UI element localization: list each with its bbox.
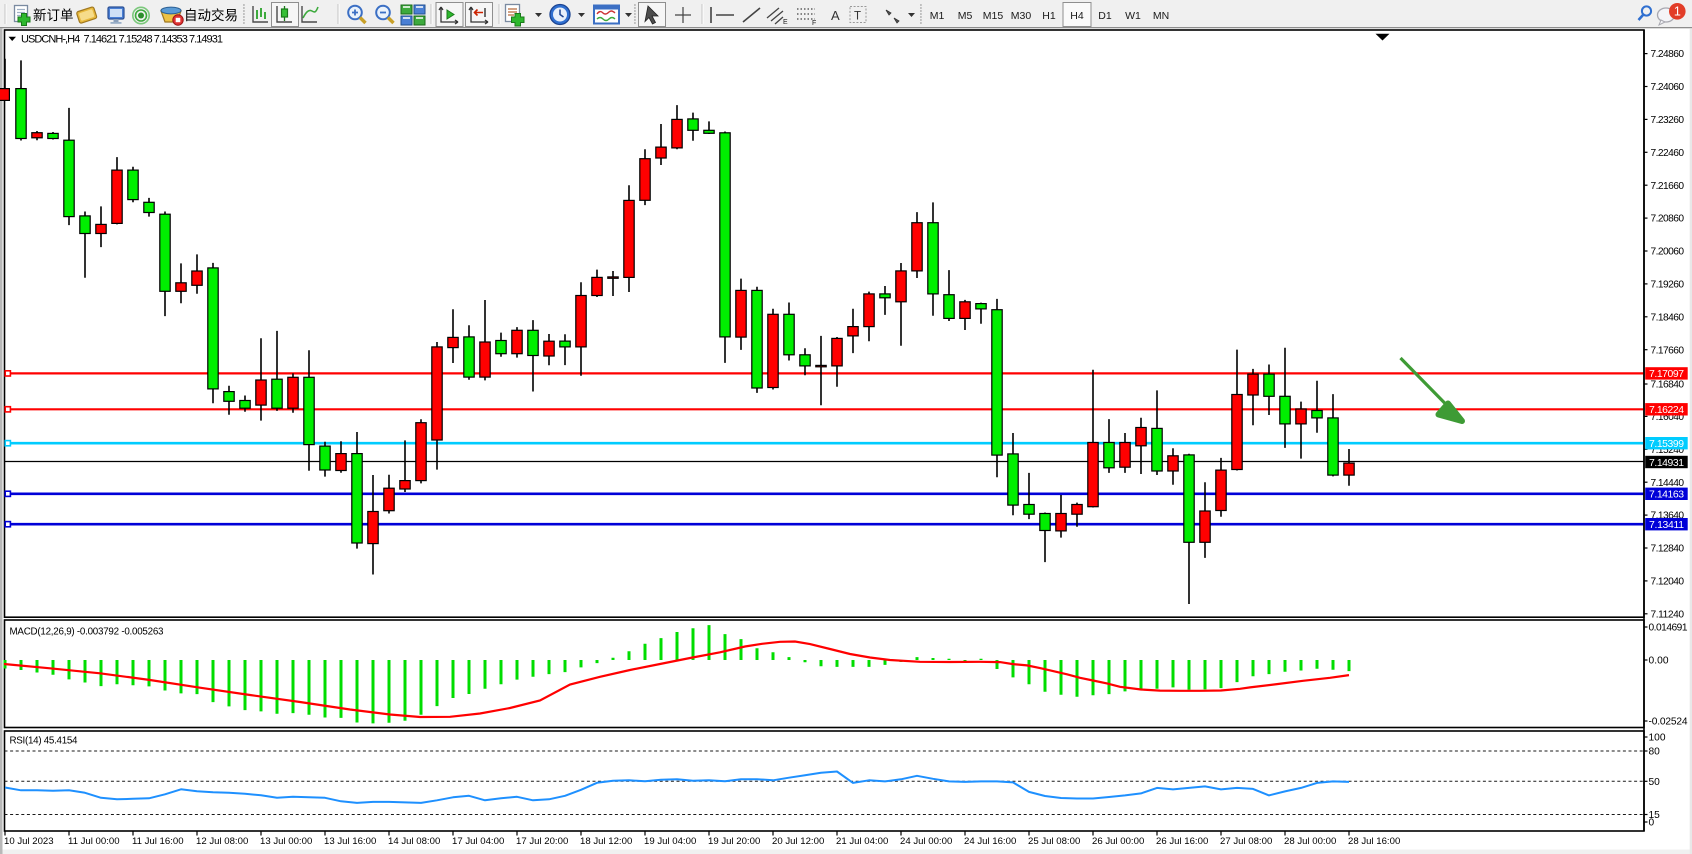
svg-text:1: 1 <box>1674 5 1681 19</box>
svg-text:26 Jul 16:00: 26 Jul 16:00 <box>1156 836 1208 847</box>
svg-text:自动交易: 自动交易 <box>184 7 238 23</box>
svg-text:7.24060: 7.24060 <box>1651 82 1685 93</box>
svg-text:T: T <box>854 11 861 23</box>
svg-text:7.17097: 7.17097 <box>1649 369 1684 380</box>
svg-text:H4: H4 <box>1070 10 1084 22</box>
svg-text:7.15399: 7.15399 <box>1649 439 1684 450</box>
svg-text:24 Jul 16:00: 24 Jul 16:00 <box>964 836 1016 847</box>
svg-text:11 Jul 16:00: 11 Jul 16:00 <box>132 836 184 847</box>
svg-text:7.24860: 7.24860 <box>1651 49 1685 60</box>
svg-text:USDCNH-,H4 7.14621 7.15248 7.: USDCNH-,H4 7.14621 7.15248 7.14353 7.149… <box>21 34 223 46</box>
svg-text:24 Jul 00:00: 24 Jul 00:00 <box>900 836 952 847</box>
svg-text:25 Jul 08:00: 25 Jul 08:00 <box>1028 836 1080 847</box>
svg-text:100: 100 <box>1649 733 1666 744</box>
svg-text:D1: D1 <box>1098 10 1112 22</box>
svg-text:28 Jul 00:00: 28 Jul 00:00 <box>1284 836 1336 847</box>
svg-text:19 Jul 20:00: 19 Jul 20:00 <box>708 836 760 847</box>
svg-text:28 Jul 16:00: 28 Jul 16:00 <box>1348 836 1400 847</box>
svg-text:7.18460: 7.18460 <box>1651 312 1685 323</box>
svg-text:0: 0 <box>1649 818 1655 829</box>
svg-text:13 Jul 00:00: 13 Jul 00:00 <box>260 836 312 847</box>
svg-text:18 Jul 12:00: 18 Jul 12:00 <box>580 836 632 847</box>
svg-text:7.23260: 7.23260 <box>1651 115 1685 126</box>
svg-text:7.20060: 7.20060 <box>1651 247 1685 258</box>
svg-text:7.13640: 7.13640 <box>1651 511 1685 522</box>
svg-text:0.014691: 0.014691 <box>1649 623 1688 634</box>
svg-text:11 Jul 00:00: 11 Jul 00:00 <box>68 836 120 847</box>
svg-text:7.12840: 7.12840 <box>1651 544 1685 555</box>
svg-text:7.14440: 7.14440 <box>1651 478 1685 489</box>
svg-text:7.15240: 7.15240 <box>1651 445 1685 456</box>
svg-text:7.12040: 7.12040 <box>1651 577 1685 588</box>
svg-text:-0.02524: -0.02524 <box>1649 717 1688 728</box>
svg-text:7.14163: 7.14163 <box>1649 490 1684 501</box>
svg-text:13 Jul 16:00: 13 Jul 16:00 <box>324 836 376 847</box>
svg-text:7.21660: 7.21660 <box>1651 181 1685 192</box>
svg-text:7.16224: 7.16224 <box>1649 405 1684 416</box>
svg-text:M1: M1 <box>930 10 945 22</box>
svg-text:MN: MN <box>1153 10 1169 22</box>
svg-text:80: 80 <box>1649 747 1661 758</box>
svg-text:F: F <box>812 20 816 27</box>
svg-text:17 Jul 20:00: 17 Jul 20:00 <box>516 836 568 847</box>
svg-text:12 Jul 08:00: 12 Jul 08:00 <box>196 836 248 847</box>
svg-text:7.16040: 7.16040 <box>1651 412 1685 423</box>
svg-text:10 Jul 2023: 10 Jul 2023 <box>4 836 54 847</box>
svg-text:14 Jul 08:00: 14 Jul 08:00 <box>388 836 440 847</box>
svg-text:M5: M5 <box>958 10 973 22</box>
svg-text:50: 50 <box>1649 777 1661 788</box>
svg-text:15: 15 <box>1649 810 1661 821</box>
svg-text:M15: M15 <box>983 10 1004 22</box>
svg-text:M30: M30 <box>1011 10 1032 22</box>
svg-text:17 Jul 04:00: 17 Jul 04:00 <box>452 836 504 847</box>
svg-text:27 Jul 08:00: 27 Jul 08:00 <box>1220 836 1272 847</box>
svg-text:MACD(12,26,9) -0.003792 -0.005: MACD(12,26,9) -0.003792 -0.005263 <box>10 627 165 638</box>
svg-text:21 Jul 04:00: 21 Jul 04:00 <box>836 836 888 847</box>
svg-text:E: E <box>783 19 788 26</box>
svg-text:7.11240: 7.11240 <box>1651 609 1685 620</box>
svg-text:19 Jul 04:00: 19 Jul 04:00 <box>644 836 696 847</box>
svg-text:A: A <box>831 8 840 23</box>
svg-text:7.17660: 7.17660 <box>1651 345 1685 356</box>
svg-text:20 Jul 12:00: 20 Jul 12:00 <box>772 836 824 847</box>
svg-text:新订单: 新订单 <box>33 8 74 23</box>
svg-text:0.00: 0.00 <box>1649 656 1669 667</box>
svg-text:7.19260: 7.19260 <box>1651 280 1685 291</box>
svg-text:7.16840: 7.16840 <box>1651 380 1685 391</box>
svg-text:7.13411: 7.13411 <box>1649 520 1684 531</box>
svg-text:W1: W1 <box>1125 10 1141 22</box>
svg-text:26 Jul 00:00: 26 Jul 00:00 <box>1092 836 1144 847</box>
svg-text:7.20860: 7.20860 <box>1651 214 1685 225</box>
svg-text:7.22460: 7.22460 <box>1651 148 1685 159</box>
svg-text:7.14931: 7.14931 <box>1649 458 1684 469</box>
svg-text:H1: H1 <box>1042 10 1056 22</box>
svg-text:RSI(14) 45.4154: RSI(14) 45.4154 <box>10 736 79 747</box>
